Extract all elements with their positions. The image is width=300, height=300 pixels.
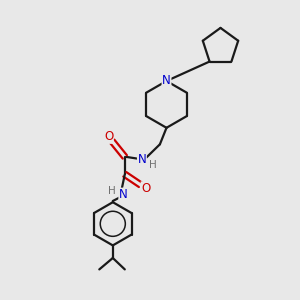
Text: H: H: [108, 186, 116, 196]
Text: H: H: [148, 160, 156, 170]
Text: N: N: [162, 74, 171, 88]
Text: N: N: [119, 188, 128, 201]
Text: O: O: [141, 182, 150, 195]
Text: N: N: [137, 153, 146, 167]
Text: O: O: [104, 130, 113, 143]
